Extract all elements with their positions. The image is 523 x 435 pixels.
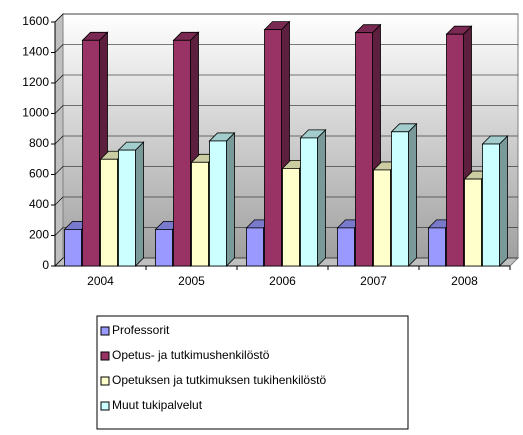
bar-side: [408, 122, 417, 267]
bar: [391, 131, 409, 267]
legend-swatch: [100, 376, 110, 386]
y-tick-label: 400: [29, 197, 49, 211]
y-tick-label: 1200: [22, 75, 49, 89]
legend-label: Opetuksen ja tutkimuksen tukihenkilöstö: [112, 373, 326, 387]
bar-side: [135, 141, 144, 267]
legend-label: Professorit: [112, 323, 170, 337]
y-tick-label: 800: [29, 136, 49, 150]
grid-line: [54, 44, 64, 53]
x-tick-label: 2005: [178, 274, 205, 288]
y-tick-label: 1600: [22, 14, 49, 28]
bar: [191, 161, 209, 267]
grid-line: [54, 13, 64, 23]
x-tick-label: 2007: [360, 274, 387, 288]
bar-side: [317, 128, 326, 267]
grid-line: [54, 227, 64, 236]
y-tick-label: 1000: [22, 106, 49, 120]
bar: [155, 228, 173, 267]
bar: [373, 169, 391, 267]
bar: [118, 149, 136, 267]
bar: [264, 29, 282, 267]
bar: [464, 178, 482, 267]
grid-line: [54, 166, 64, 175]
bar: [428, 227, 446, 267]
grid-line: [54, 135, 64, 145]
y-tick-label: 1400: [22, 45, 49, 59]
bar: [446, 33, 464, 267]
legend-swatch: [100, 326, 110, 336]
x-tick-label: 2004: [87, 274, 114, 288]
x-tick-label: 2008: [451, 274, 478, 288]
bar: [300, 137, 318, 267]
bar: [282, 167, 300, 267]
bar: [64, 228, 82, 267]
legend-label: Opetus- ja tutkimushenkilöstö: [112, 348, 270, 362]
bar: [337, 227, 355, 267]
grid-line: [54, 74, 64, 84]
x-tick-label: 2006: [269, 274, 296, 288]
y-tick-label: 0: [42, 258, 49, 272]
legend-swatch: [100, 351, 110, 361]
bar: [482, 143, 500, 267]
legend-box: [96, 315, 409, 430]
legend-label: Muut tukipalvelut: [112, 398, 203, 412]
bar: [173, 39, 191, 267]
y-tick-label: 600: [29, 167, 49, 181]
grid-line: [54, 196, 64, 206]
bar: [100, 158, 118, 267]
grid-line: [54, 105, 64, 114]
bar: [82, 39, 100, 267]
legend-swatch: [100, 401, 110, 411]
bar: [246, 227, 264, 267]
bar-side: [226, 131, 235, 267]
y-tick-label: 200: [29, 228, 49, 242]
grid-line: [54, 257, 64, 267]
bar: [355, 32, 373, 267]
bar: [209, 140, 227, 267]
bar-side: [499, 135, 508, 267]
